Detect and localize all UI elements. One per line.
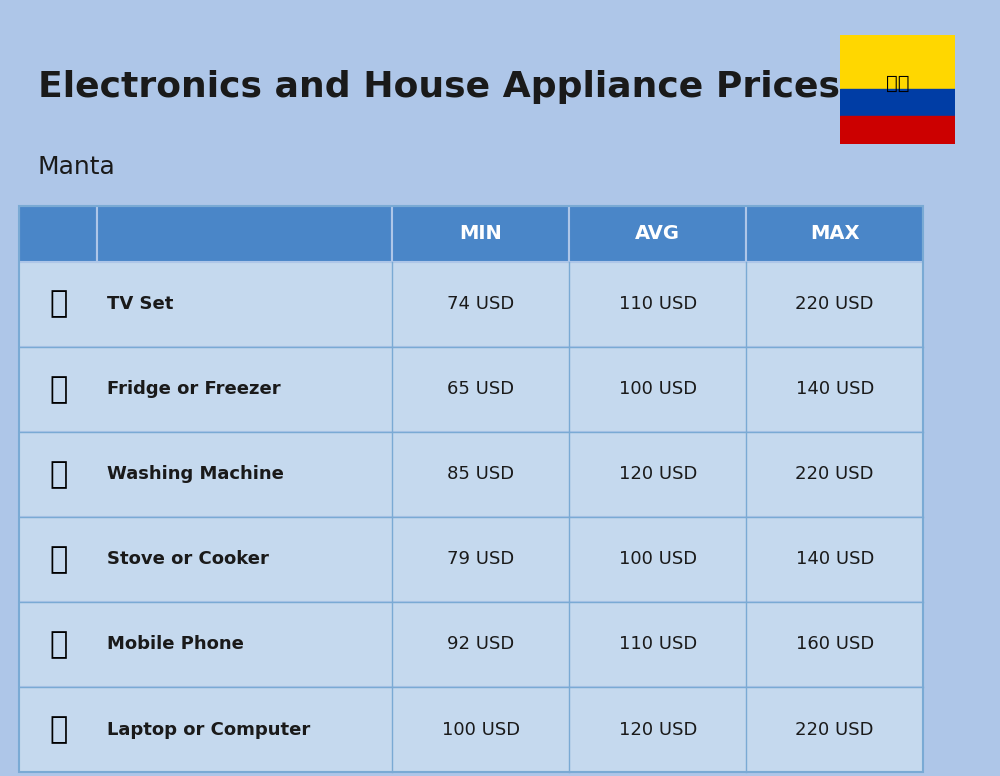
- Bar: [840, 116, 955, 144]
- Text: Electronics and House Appliance Prices: Electronics and House Appliance Prices: [38, 70, 840, 104]
- FancyBboxPatch shape: [392, 206, 569, 262]
- Text: 110 USD: 110 USD: [619, 295, 697, 313]
- Text: 140 USD: 140 USD: [796, 550, 874, 568]
- Text: AVG: AVG: [635, 224, 680, 243]
- Text: 120 USD: 120 USD: [619, 721, 697, 739]
- Text: 100 USD: 100 USD: [619, 550, 697, 568]
- Text: 220 USD: 220 USD: [795, 295, 874, 313]
- Text: 220 USD: 220 USD: [795, 466, 874, 483]
- Text: Stove or Cooker: Stove or Cooker: [107, 550, 269, 568]
- Text: TV Set: TV Set: [107, 295, 173, 313]
- FancyBboxPatch shape: [97, 206, 392, 262]
- Text: 📺: 📺: [49, 289, 67, 319]
- Text: Washing Machine: Washing Machine: [107, 466, 284, 483]
- Text: 🍳: 🍳: [49, 545, 67, 574]
- Text: Laptop or Computer: Laptop or Computer: [107, 721, 310, 739]
- Bar: [840, 35, 955, 89]
- FancyBboxPatch shape: [19, 262, 923, 347]
- FancyBboxPatch shape: [19, 602, 923, 687]
- Text: Fridge or Freezer: Fridge or Freezer: [107, 380, 281, 398]
- Text: 100 USD: 100 USD: [619, 380, 697, 398]
- FancyBboxPatch shape: [746, 206, 923, 262]
- Text: 74 USD: 74 USD: [447, 295, 514, 313]
- Text: Mobile Phone: Mobile Phone: [107, 636, 244, 653]
- Text: 📱: 📱: [49, 630, 67, 659]
- Bar: [840, 89, 955, 116]
- FancyBboxPatch shape: [19, 517, 923, 602]
- Text: 120 USD: 120 USD: [619, 466, 697, 483]
- Text: 85 USD: 85 USD: [447, 466, 514, 483]
- Text: 92 USD: 92 USD: [447, 636, 514, 653]
- FancyBboxPatch shape: [19, 347, 923, 431]
- Text: 🇪🇨: 🇪🇨: [886, 74, 909, 93]
- Text: Manta: Manta: [38, 155, 115, 179]
- FancyBboxPatch shape: [19, 206, 97, 262]
- Text: 79 USD: 79 USD: [447, 550, 514, 568]
- Text: 110 USD: 110 USD: [619, 636, 697, 653]
- Text: 220 USD: 220 USD: [795, 721, 874, 739]
- FancyBboxPatch shape: [19, 431, 923, 517]
- Text: 160 USD: 160 USD: [796, 636, 874, 653]
- Text: 💻: 💻: [49, 715, 67, 744]
- Text: 100 USD: 100 USD: [442, 721, 520, 739]
- Text: 🫧: 🫧: [49, 459, 67, 489]
- FancyBboxPatch shape: [569, 206, 746, 262]
- Text: MIN: MIN: [459, 224, 502, 243]
- FancyBboxPatch shape: [19, 687, 923, 772]
- Text: 🧊: 🧊: [49, 375, 67, 404]
- Text: MAX: MAX: [810, 224, 859, 243]
- Text: 140 USD: 140 USD: [796, 380, 874, 398]
- Text: 65 USD: 65 USD: [447, 380, 514, 398]
